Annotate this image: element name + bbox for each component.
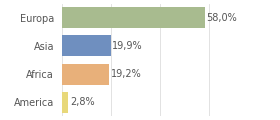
Text: 19,9%: 19,9% — [112, 41, 143, 51]
Bar — [62, 35, 111, 57]
Bar — [62, 92, 69, 113]
Text: 2,8%: 2,8% — [70, 97, 95, 107]
Text: 19,2%: 19,2% — [111, 69, 141, 79]
Bar — [62, 63, 109, 85]
Text: 58,0%: 58,0% — [206, 13, 237, 23]
Bar — [62, 7, 204, 28]
